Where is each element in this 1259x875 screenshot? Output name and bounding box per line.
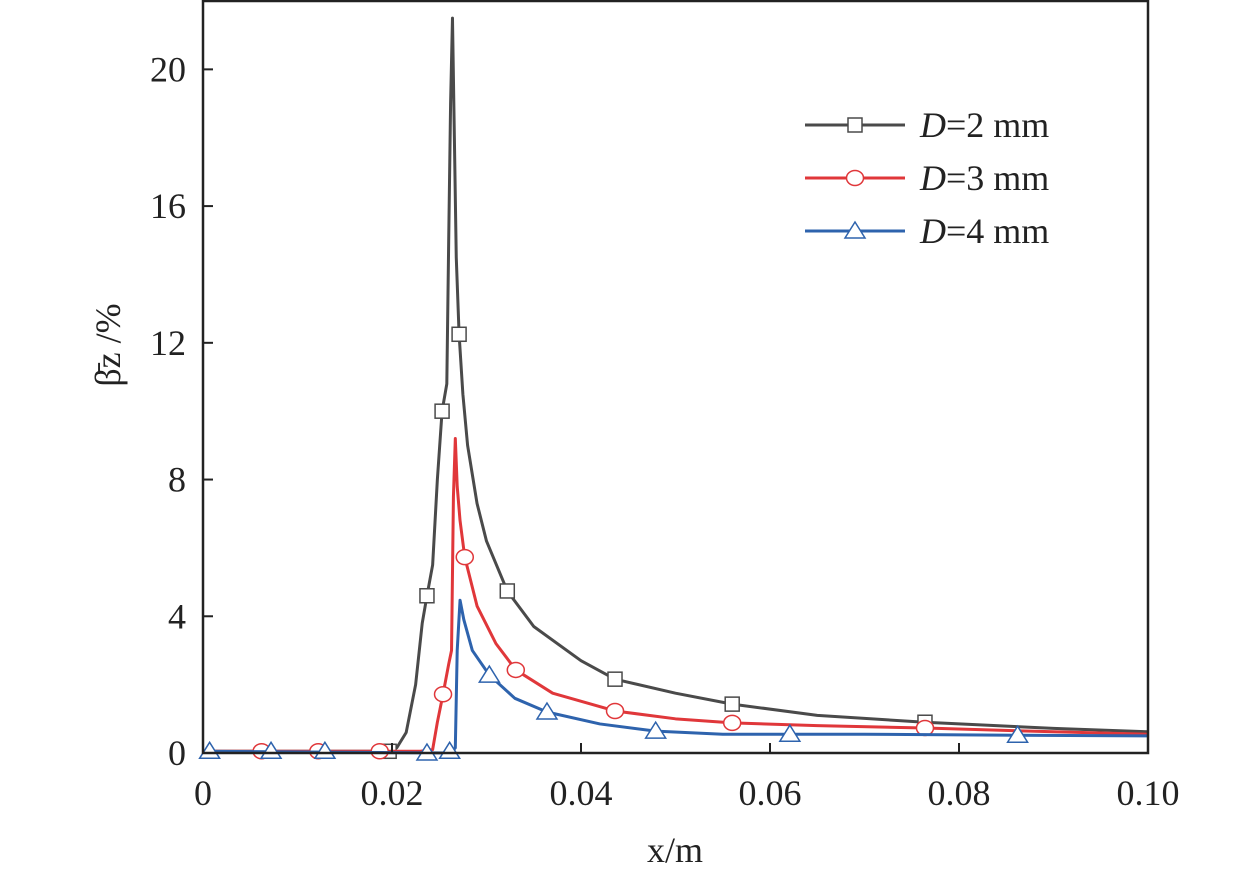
- triangle-marker: [1006, 724, 1029, 743]
- legend-label: D=2 mm: [919, 105, 1049, 145]
- square-marker: [434, 403, 450, 419]
- square-marker: [607, 671, 623, 687]
- x-tick-label: 0.10: [1117, 773, 1180, 813]
- y-tick-label: 12: [150, 323, 186, 363]
- circle-marker: [722, 714, 742, 732]
- series-line: [203, 16, 1149, 753]
- series-d-4-mm: [198, 598, 1149, 761]
- x-tick-label: 0.08: [928, 773, 991, 813]
- series-line: [202, 598, 1149, 755]
- y-tick-label: 4: [168, 596, 186, 636]
- square-marker: [724, 696, 740, 712]
- x-tick-label: 0.02: [361, 773, 424, 813]
- circle-marker: [605, 702, 625, 720]
- triangle-marker: [644, 720, 668, 739]
- square-marker: [847, 117, 863, 133]
- x-tick-label: 0.04: [550, 773, 613, 813]
- series-line: [203, 437, 1149, 753]
- legend-item: D=4 mm: [805, 211, 1049, 251]
- y-tick-label: 16: [150, 186, 186, 226]
- x-axis-title: x/m: [647, 830, 703, 870]
- y-tick-label: 8: [168, 460, 186, 500]
- square-marker: [451, 326, 467, 343]
- legend: D=2 mm D=3 mm D=4 mm: [805, 105, 1049, 251]
- y-axis-title: β̄z /%: [88, 303, 128, 386]
- triangle-marker: [438, 740, 461, 760]
- legend-label: D=3 mm: [919, 158, 1049, 198]
- y-tick-label: 20: [150, 49, 186, 89]
- legend-item: D=3 mm: [805, 158, 1049, 198]
- triangle-marker: [535, 701, 559, 720]
- circle-marker: [433, 685, 453, 703]
- square-marker: [419, 588, 435, 604]
- series-d-2-mm: [203, 16, 1149, 760]
- x-tick-label: 0.06: [739, 773, 802, 813]
- triangle-marker: [477, 664, 501, 683]
- square-marker: [499, 583, 516, 599]
- legend-label: D=4 mm: [919, 211, 1049, 251]
- circle-marker: [455, 548, 475, 566]
- triangle-marker: [843, 220, 867, 239]
- legend-item: D=2 mm: [805, 105, 1049, 145]
- triangle-marker: [778, 723, 802, 742]
- x-axis-label: x/m: [647, 830, 703, 870]
- triangle-marker: [313, 740, 337, 760]
- plot-frame: [201, 0, 1150, 755]
- x-tick-label: 0: [194, 773, 212, 813]
- series-d-3-mm: [203, 437, 1149, 760]
- triangle-marker: [259, 740, 283, 760]
- circle-marker: [506, 661, 526, 679]
- circle-marker: [845, 169, 865, 187]
- triangle-marker: [198, 740, 221, 760]
- y-tick-label: 0: [168, 733, 186, 773]
